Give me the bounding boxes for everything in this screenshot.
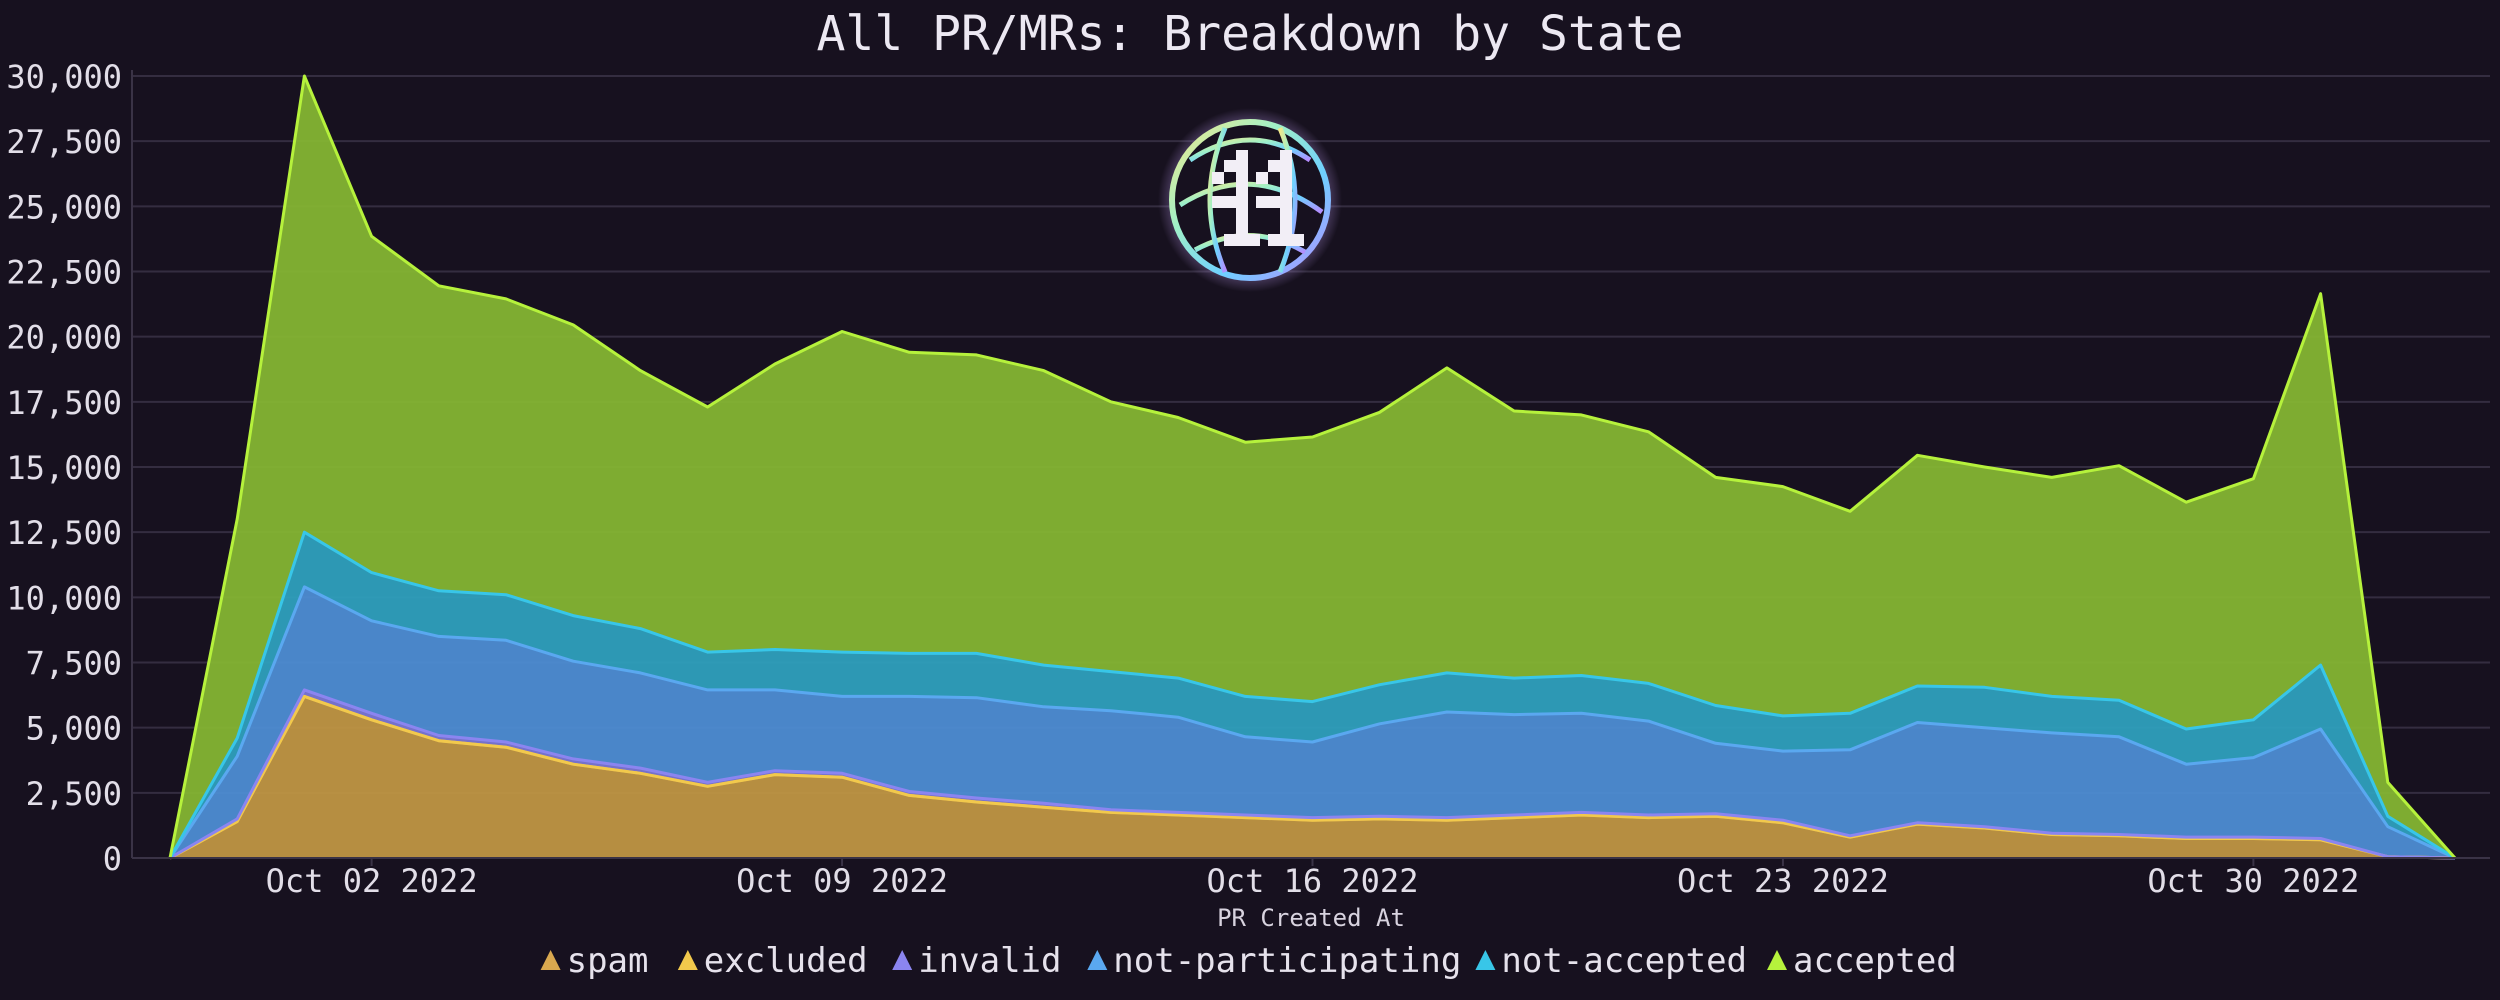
y-tick-label: 10,000 <box>6 579 122 617</box>
legend-marker <box>892 950 913 970</box>
legend-label: invalid <box>918 941 1061 981</box>
legend: spam excluded invalid not-participating not-… <box>540 941 1957 981</box>
x-tick-label: Oct 30 2022 <box>2147 862 2359 900</box>
legend-marker <box>1087 950 1108 970</box>
area-accepted <box>170 76 2455 858</box>
legend-label: excluded <box>704 941 868 981</box>
x-tick-label: Oct 09 2022 <box>736 862 948 900</box>
x-axis-ticks: Oct 02 2022 Oct 09 2022 Oct 16 2022 Oct 23 … <box>266 858 2359 900</box>
stacked-areas <box>168 74 2457 860</box>
area-not-accepted <box>170 532 2455 858</box>
y-axis-ticks: 0 2,500 5,000 7,500 10,000 12,500 15,000 17,500… <box>6 58 122 878</box>
legend-item-spam[interactable]: spam <box>540 941 649 981</box>
legend-item-accepted[interactable]: accepted <box>1767 941 1957 981</box>
y-tick-label: 20,000 <box>6 319 122 357</box>
legend-item-invalid[interactable]: invalid <box>892 941 1061 981</box>
legend-marker <box>540 950 561 970</box>
y-tick-label: 5,000 <box>26 710 122 748</box>
legend-label: spam <box>567 941 649 981</box>
y-tick-label: 30,000 <box>6 58 122 96</box>
line-not-participating <box>168 585 2456 860</box>
legend-marker <box>677 950 698 970</box>
y-tick-label: 25,000 <box>6 188 122 226</box>
y-tick-label: 27,500 <box>6 123 122 161</box>
y-tick-label: 17,500 <box>6 384 122 422</box>
y-tick-label: 15,000 <box>6 449 122 487</box>
legend-marker <box>1475 950 1496 970</box>
y-tick-label: 22,500 <box>6 254 122 292</box>
legend-label: not-accepted <box>1501 941 1747 981</box>
legend-item-not-participating[interactable]: not-participating <box>1087 941 1461 981</box>
x-tick-label: Oct 02 2022 <box>266 862 478 900</box>
legend-label: not-participating <box>1113 941 1461 981</box>
line-invalid <box>169 688 2456 860</box>
area-not-participating <box>170 586 2455 858</box>
y-tick-label: 0 <box>103 840 122 878</box>
x-axis-label: PR Created At <box>1217 904 1405 932</box>
legend-item-excluded[interactable]: excluded <box>677 941 868 981</box>
y-tick-label: 2,500 <box>26 775 122 813</box>
hacktoberfest-logo <box>1158 108 1342 292</box>
line-accepted <box>168 74 2457 859</box>
legend-marker <box>1767 950 1787 970</box>
axes <box>131 70 2490 859</box>
x-tick-label: Oct 16 2022 <box>1207 862 1419 900</box>
legend-label: accepted <box>1793 941 1957 981</box>
line-not-accepted <box>168 530 2456 860</box>
area-spam <box>170 696 2455 858</box>
y-tick-label: 12,500 <box>6 514 122 552</box>
chart-title: All PR/MRs: Breakdown by State <box>817 6 1684 62</box>
y-tick-label: 7,500 <box>26 645 122 683</box>
x-tick-label: Oct 23 2022 <box>1677 862 1889 900</box>
legend-item-not-accepted[interactable]: not-accepted <box>1475 941 1747 981</box>
